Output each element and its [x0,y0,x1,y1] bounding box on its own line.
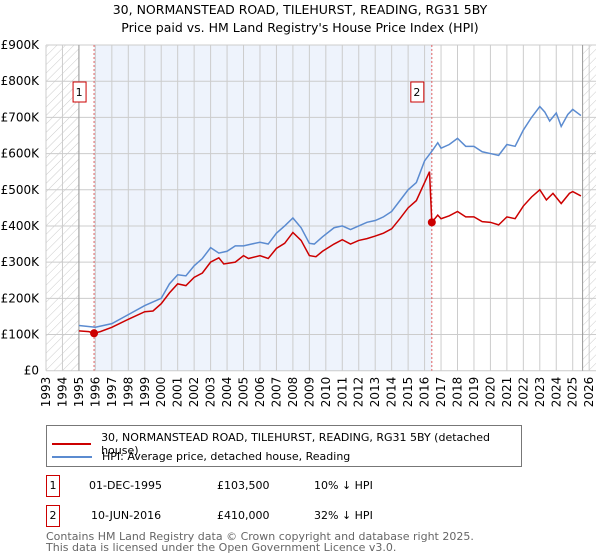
x-tick-label: 2005 [237,377,251,408]
sale-point [427,218,436,227]
x-tick-label: 2014 [385,377,399,408]
transaction-price: £103,500 [217,479,270,492]
x-tick-label: 2016 [418,377,432,408]
transaction-date: 01-DEC-1995 [89,479,163,492]
y-tick-label: £200K [1,291,41,305]
property-price-line [78,171,582,335]
x-tick-label: 2019 [467,377,481,408]
footer: Contains HM Land Registry data © Crown c… [46,531,474,553]
y-tick-label: £500K [1,183,41,197]
footer-copyright: Contains HM Land Registry data © Crown c… [46,530,474,543]
x-tick-label: 2012 [352,377,366,408]
x-tick-label: 2009 [302,377,316,408]
x-tick-label: 1996 [88,377,102,408]
transaction-badge: 1 [46,475,60,497]
x-tick-label: 2022 [516,377,530,408]
x-tick-label: 2020 [483,377,497,408]
transaction-hpi: 32% ↓ HPI [314,509,373,522]
x-tick-label: 2021 [500,377,514,408]
x-tick-label: 2017 [434,377,448,408]
x-tick-label: 2015 [401,377,415,408]
transaction-badge: 2 [46,505,60,527]
x-tick-label: 2023 [533,377,547,408]
x-tick-label: 2004 [220,377,234,408]
transaction-date: 10-JUN-2016 [91,509,162,522]
x-tick-label: 2025 [566,377,580,408]
price-chart: 1993 1994 1995 1996 1997 1998 1999 2000 2001 2002… [1,38,597,408]
sale-label: 1 [76,86,83,99]
hpi-line [78,105,582,329]
x-tick-label: 2008 [286,377,300,408]
sale-label-box [72,81,87,103]
legend-label-hpi: HPI: Average price, detached house, Read… [102,450,351,463]
x-tick-label: 2001 [171,377,185,408]
x-tick-label: 2024 [549,377,563,408]
footer-licence: This data is licensed under the Open Gov… [46,541,397,554]
x-tick-label: 2010 [319,377,333,408]
x-tick-label: 1999 [138,377,152,408]
x-tick-label: 1993 [39,377,53,408]
x-tick-label: 1994 [55,377,69,408]
sale-label: 2 [413,86,420,99]
x-tick-label: 2003 [204,377,218,408]
legend-swatch-hpi [52,455,92,458]
x-tick-label: 2006 [253,377,267,408]
y-tick-label: £900K [1,38,41,52]
x-tick-label: 2018 [451,377,465,408]
transaction-price: £410,000 [217,509,270,522]
x-tick-label: 1995 [72,377,86,408]
y-tick-label: £600K [1,147,41,161]
chart-title: 30, NORMANSTEAD ROAD, TILEHURST, READING… [112,2,488,17]
x-tick-label: 2007 [269,377,283,408]
x-tick-label: 1998 [121,377,135,408]
x-tick-label: 1997 [105,377,119,408]
y-tick-label: £0 [24,364,39,378]
chart-subtitle: Price paid vs. HM Land Registry's House … [121,20,479,35]
y-tick-label: £100K [1,328,41,342]
sale-point [90,329,99,338]
x-tick-label: 2002 [187,377,201,408]
legend: 30, NORMANSTEAD ROAD, TILEHURST, READING… [46,425,522,467]
y-tick-label: £800K [1,74,41,88]
x-tick-label: 2011 [335,377,349,408]
sale-label-box [410,81,425,103]
y-tick-label: £700K [1,110,41,124]
x-tick-label: 2026 [582,377,596,408]
legend-swatch-property [52,443,92,445]
y-tick-label: £300K [1,255,41,269]
y-tick-label: £400K [1,219,41,233]
x-tick-label: 2013 [368,377,382,408]
transaction-hpi: 10% ↓ HPI [314,479,373,492]
legend-label-property: 30, NORMANSTEAD ROAD, TILEHURST, READING… [101,431,491,457]
x-tick-label: 2000 [154,377,168,408]
